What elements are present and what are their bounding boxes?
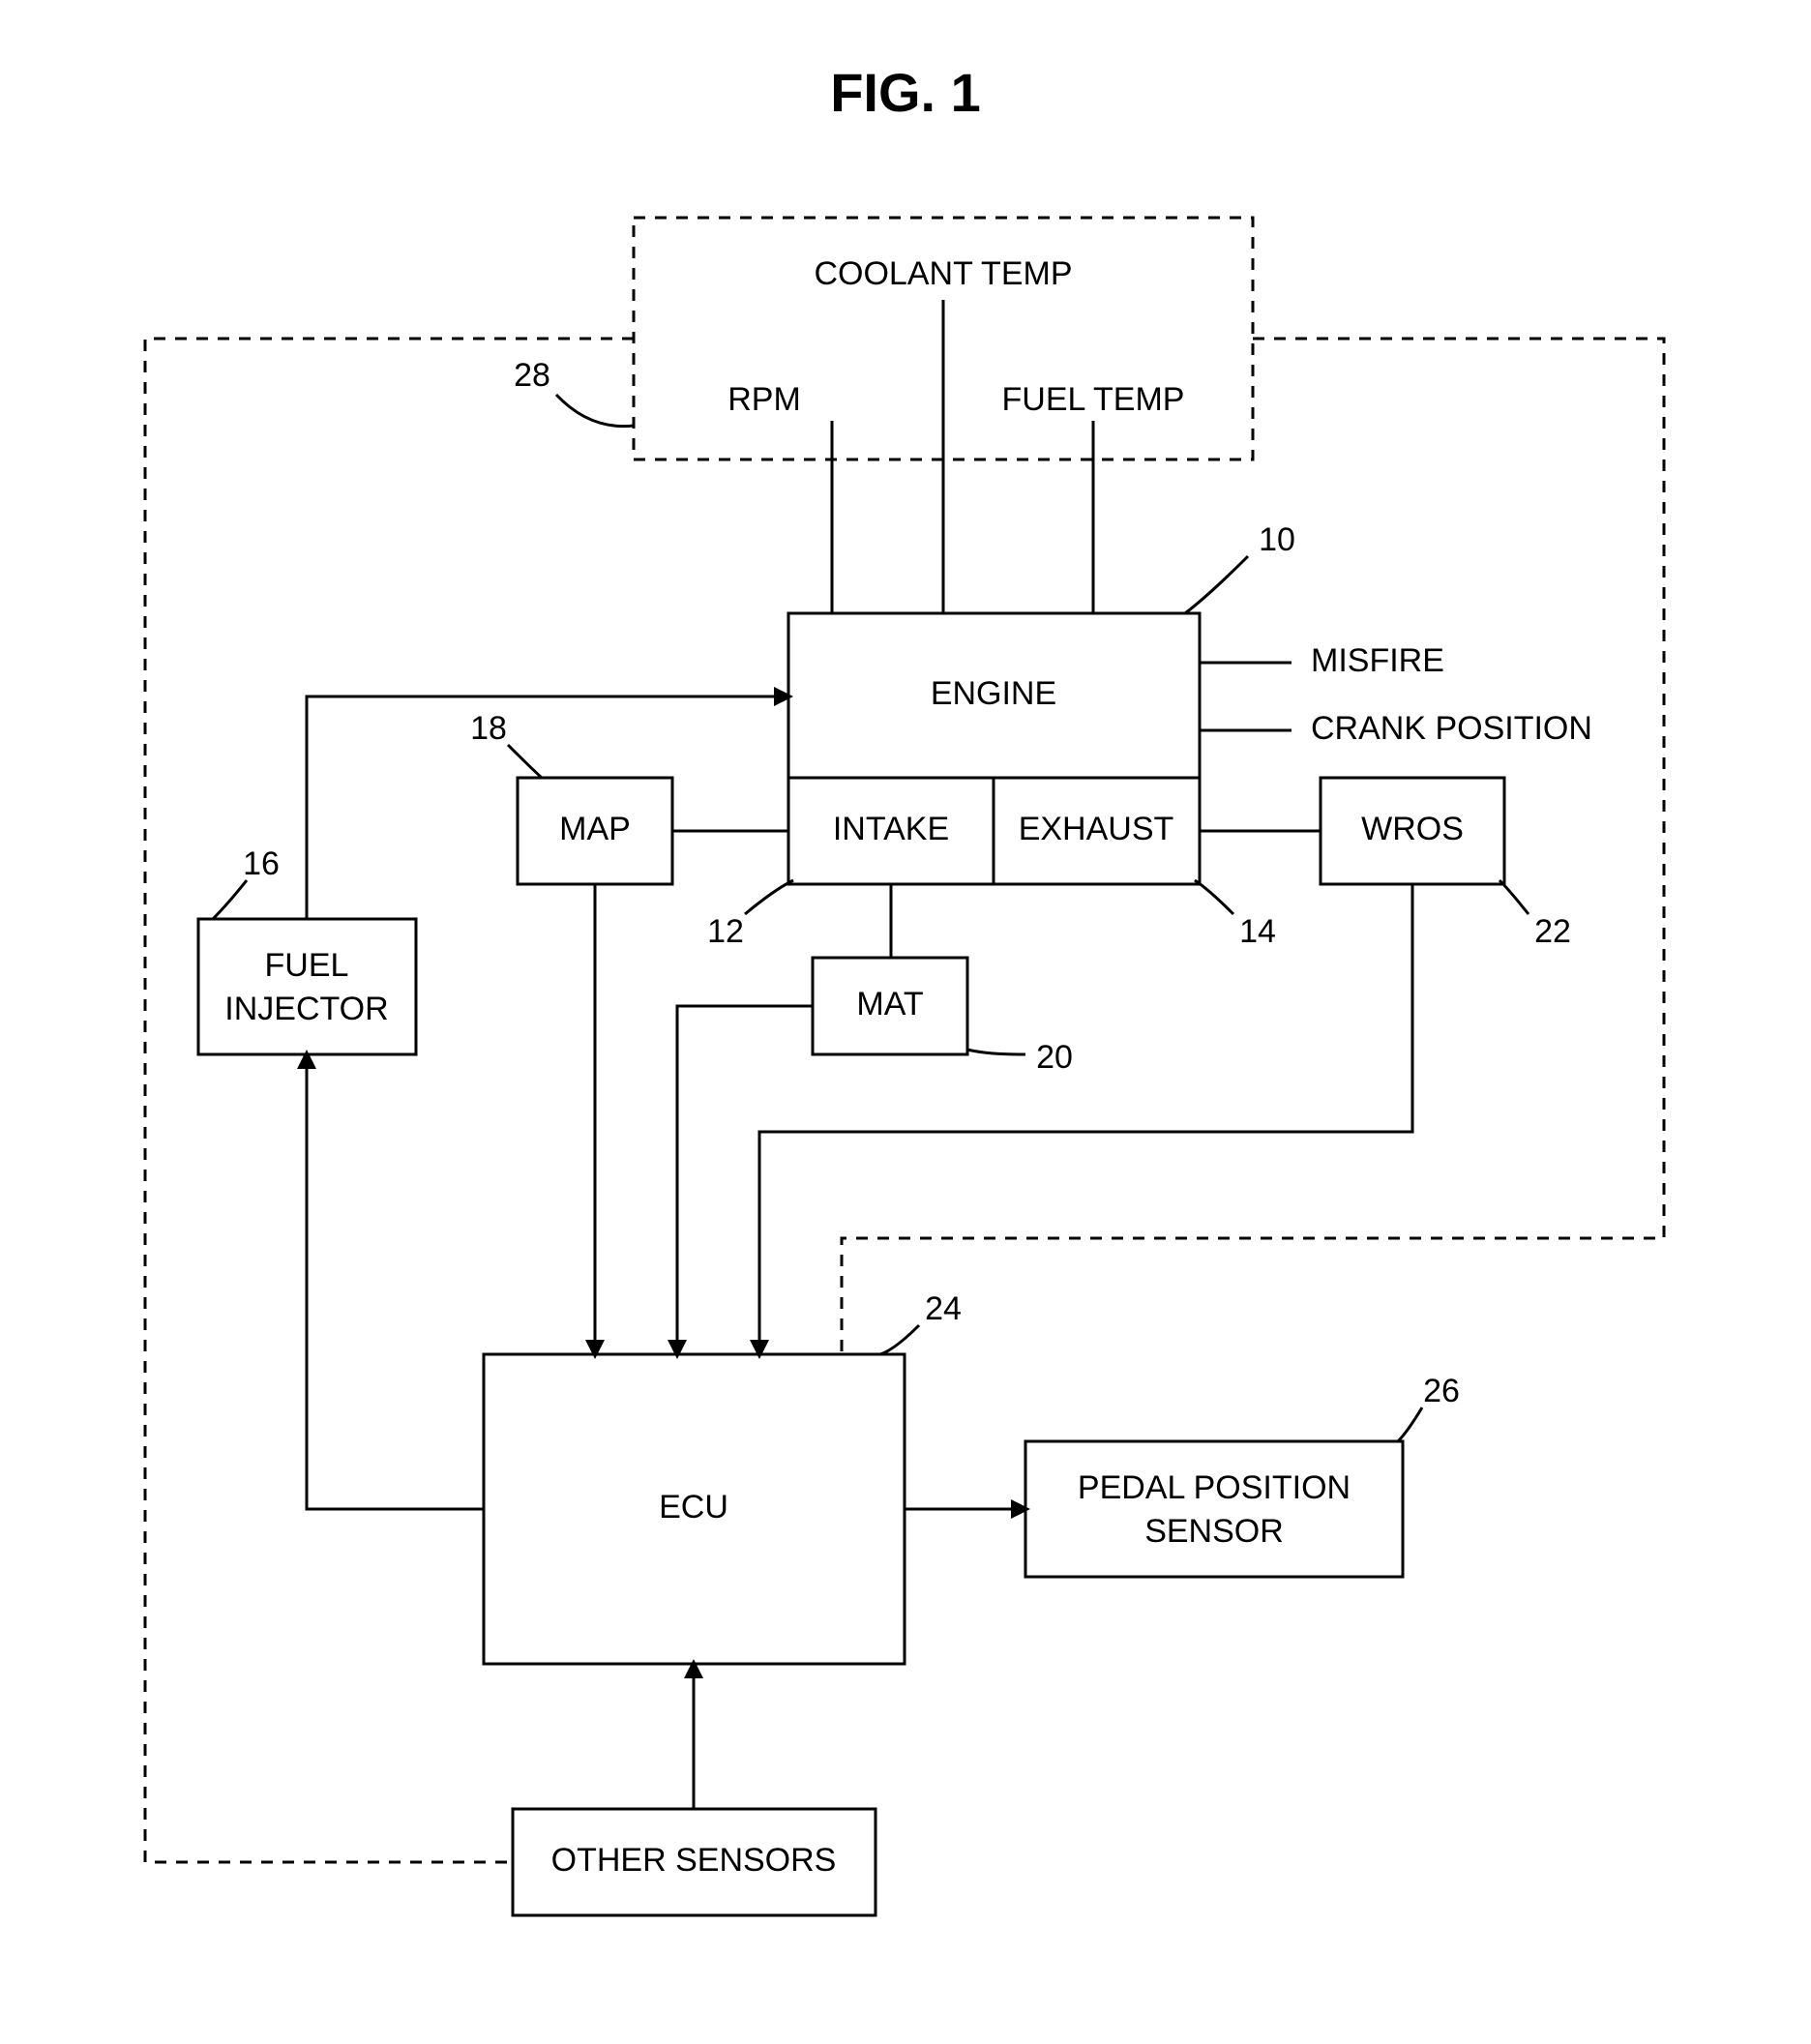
ref-18-leader (508, 745, 542, 778)
other-sensors-label: OTHER SENSORS (551, 1842, 837, 1879)
ref-20: 20 (1036, 1039, 1073, 1076)
ref-16: 16 (243, 845, 280, 882)
mat-ecu-line (677, 1006, 813, 1340)
ref-26: 26 (1423, 1373, 1460, 1409)
ref-24-leader (880, 1325, 919, 1354)
wros-label: WROS (1361, 811, 1464, 847)
ref-14: 14 (1239, 913, 1276, 950)
figure-title: FIG. 1 (830, 62, 981, 123)
ref-22: 22 (1534, 913, 1571, 950)
fuel-injector-label-1: FUEL (265, 947, 349, 984)
ecu-label: ECU (659, 1489, 728, 1526)
exhaust-label: EXHAUST (1019, 811, 1174, 847)
ecu-fuelinj-line (307, 1069, 484, 1509)
ref-26-leader (1398, 1407, 1422, 1441)
wros-ecu-line (759, 884, 1412, 1340)
fuel-injector-label-2: INJECTOR (224, 991, 388, 1027)
ref-10: 10 (1259, 521, 1295, 558)
pedal-label-2: SENSOR (1144, 1513, 1284, 1550)
intake-label: INTAKE (833, 811, 949, 847)
pedal-box (1025, 1441, 1403, 1577)
ref-12: 12 (707, 913, 744, 950)
rpm-label: RPM (727, 381, 801, 418)
ref-14-leader (1195, 880, 1233, 914)
ref-10-leader (1185, 556, 1248, 613)
ref-28-leader (556, 395, 634, 427)
map-label: MAP (559, 811, 631, 847)
pedal-label-1: PEDAL POSITION (1078, 1469, 1351, 1506)
ref-12-leader (745, 880, 793, 914)
ref-18: 18 (470, 710, 507, 747)
fuel-injector-box (198, 919, 416, 1054)
coolant-temp-label: COOLANT TEMP (814, 255, 1072, 292)
fuel-temp-label: FUEL TEMP (1002, 381, 1185, 418)
engine-label: ENGINE (931, 675, 1056, 712)
crank-label: CRANK POSITION (1311, 710, 1592, 747)
ref-28: 28 (514, 357, 550, 394)
ref-16-leader (213, 880, 247, 919)
ref-24: 24 (925, 1290, 962, 1327)
ref-22-leader (1499, 880, 1529, 914)
misfire-label: MISFIRE (1311, 642, 1444, 679)
ref-20-leader (967, 1050, 1025, 1054)
mat-label: MAT (856, 986, 923, 1022)
engine-block-diagram: FIG. 1 COOLANT TEMP RPM FUEL TEMP 28 ENG… (0, 0, 1811, 2044)
